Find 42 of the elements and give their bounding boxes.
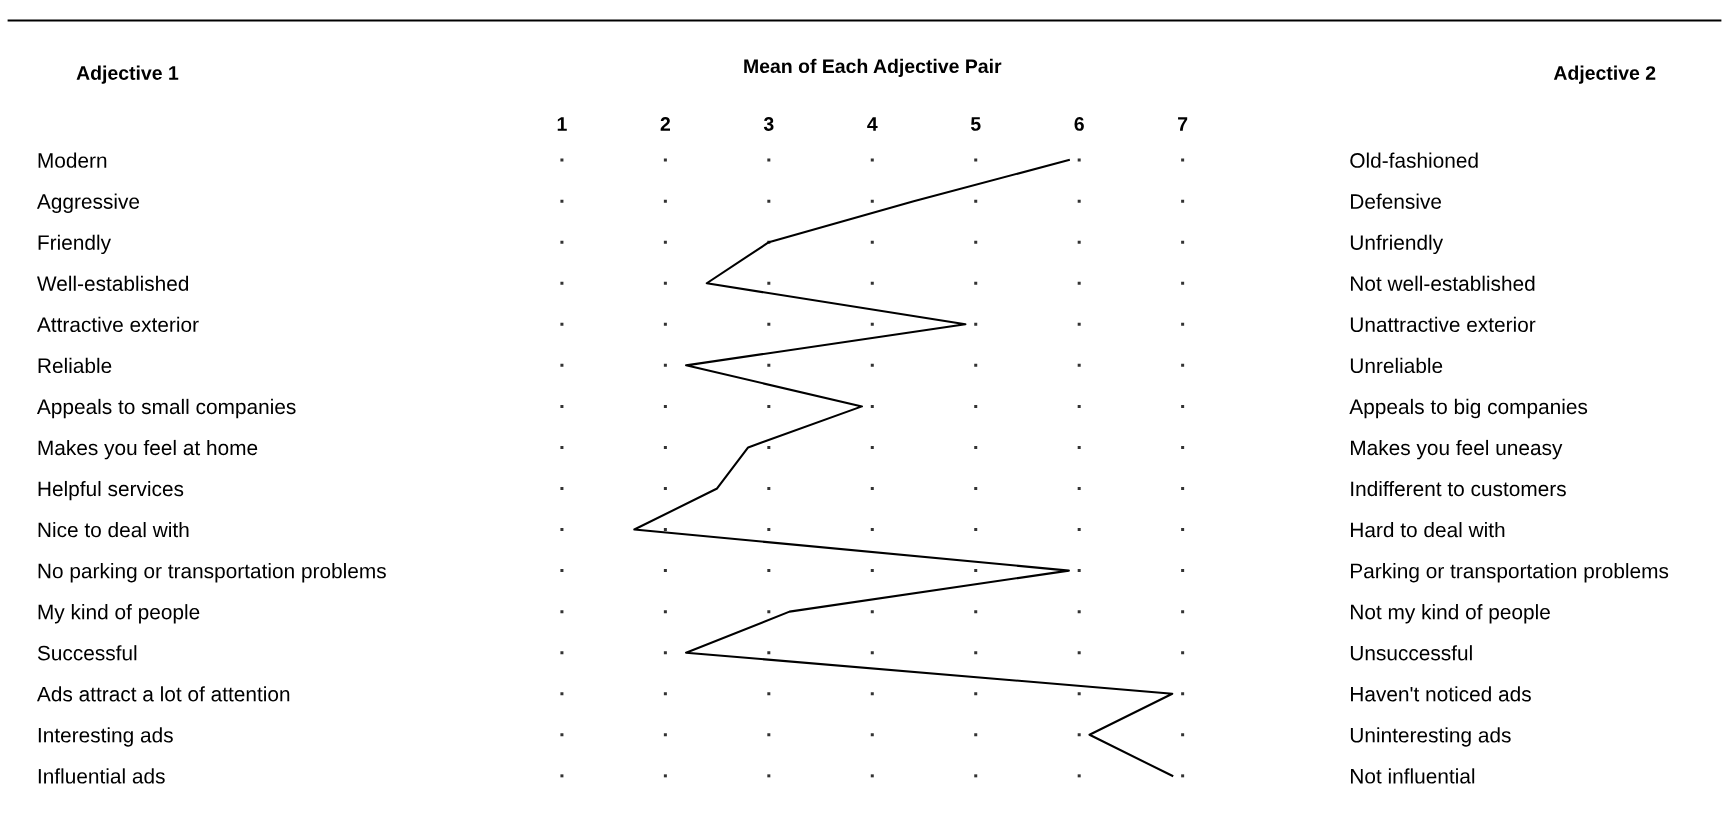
y2-tick-label: Appeals to big companies [1349,398,1588,419]
x2-tick-label: 2 [660,117,671,131]
y-tick-label: Aggressive [36,193,140,214]
x2-tick-label: 6 [1074,117,1084,131]
y2-tick-label: Uninteresting ads [1350,727,1511,747]
y2-tick-label: Indifferent to customers [1351,480,1566,497]
x2-tick-label: 7 [1178,117,1188,131]
y-tick-label: Nice to deal with [38,522,189,538]
y-tick-label: Friendly [38,234,111,255]
y-tick-label: Interesting ads [38,727,173,747]
y-tick-label: Makes you feel at home [38,439,258,460]
y2-tick-label: Unsuccessful [1350,645,1472,661]
y2-tick-label: Makes you feel uneasy [1351,439,1563,460]
y2-tick-label: Unfriendly [1350,234,1444,255]
x2-tick-label: 5 [970,117,981,131]
y-tick-label: No parking or transportation problems [38,563,386,583]
y2-tick-label: Hard to deal with [1351,522,1505,538]
y-tick-label: Well-established [37,275,189,291]
x2-tick-label: 1 [557,117,567,131]
y2-tick-label: Unattractive exterior [1350,316,1536,333]
y2-tick-label: Haven't noticed ads [1351,686,1531,702]
y-tick-label: Ads attract a lot of attention [36,686,290,702]
y-axis-title: Adjective 1 [76,65,179,84]
y-tick-label: Modern [38,152,107,168]
y-tick-label: Successful [37,645,137,661]
y-tick-label: Reliable [38,357,112,374]
y2-tick-label: Not my kind of people [1351,604,1550,624]
y-tick-label: Attractive exterior [36,316,199,333]
y2-tick-label: Defensive [1351,193,1442,209]
y2-tick-label: Old-fashioned [1350,152,1478,168]
chart-title: Mean of Each Adjective Pair [744,58,1002,77]
text: Adjective 2 [1553,65,1656,84]
y-tick-label: Helpful services [38,480,184,501]
y2-tick-label: Not well-established [1351,275,1535,291]
y-tick-label: Appeals to small companies [36,398,296,419]
y2-tick-label: Not influential [1351,768,1475,784]
y-tick-label: My kind of people [38,604,200,624]
y-tick-label: Influential ads [38,768,165,784]
x2-tick-label: 3 [763,117,774,131]
x2-tick-label: 4 [867,117,878,131]
y2-tick-label: Parking or transportation problems [1351,563,1669,583]
y2-tick-label: Unreliable [1350,357,1443,374]
